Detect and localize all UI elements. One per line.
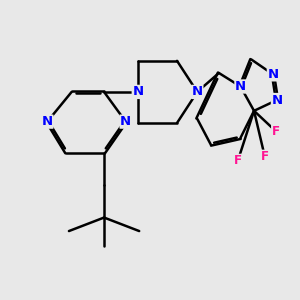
Text: F: F (234, 154, 242, 167)
Text: N: N (272, 94, 283, 106)
Text: N: N (120, 115, 131, 128)
Text: N: N (235, 80, 246, 93)
Text: N: N (192, 85, 203, 98)
Text: N: N (267, 68, 278, 81)
Text: N: N (42, 115, 53, 128)
Text: F: F (261, 150, 269, 163)
Text: F: F (272, 124, 280, 138)
Text: N: N (132, 85, 143, 98)
